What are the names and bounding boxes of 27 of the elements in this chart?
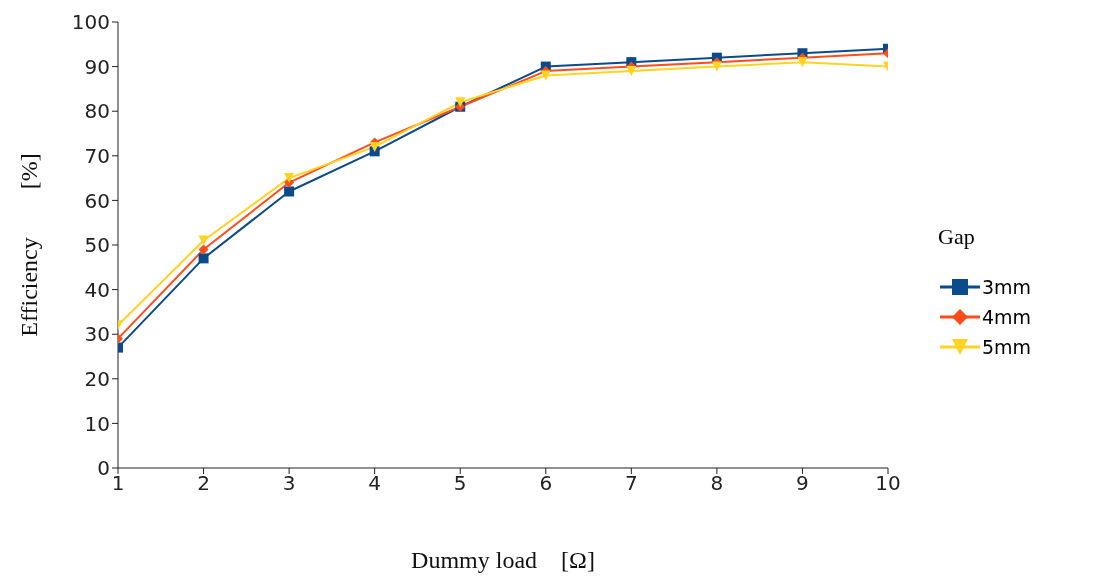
x-tick-label: 2 [197,471,210,496]
x-tick-label: 4 [368,471,382,496]
y-tick-label: 100 [71,10,110,35]
x-tick-label: 6 [539,471,553,496]
x-tick-label: 9 [796,471,809,496]
x-tick-label: 7 [624,471,638,496]
y-tick-label: 60 [84,188,110,213]
x-axis-title: Dummy load [Ω] [411,547,595,573]
legend-title: Gap [938,224,976,250]
x-tick-label: 5 [453,471,467,496]
y-tick-label: 40 [84,277,110,302]
legend-label: 3mm [982,276,1032,298]
y-tick-label: 50 [84,233,110,258]
y-axis-title: Efficiency [%] [15,153,42,337]
x-tick-label: 10 [875,471,901,496]
x-tick-label: 3 [282,471,296,496]
x-tick-label: 1 [111,471,125,496]
legend-label: 5mm [982,336,1032,358]
y-tick-label: 20 [84,366,110,391]
legend-label: 4mm [982,306,1032,328]
y-tick-label: 0 [97,456,110,481]
y-tick-label: 10 [84,411,110,436]
y-tick-label: 70 [84,143,110,168]
y-tick-label: 80 [84,99,110,124]
y-tick-label: 90 [84,54,110,79]
y-tick-label: 30 [84,322,110,347]
x-tick-label: 8 [710,471,724,496]
